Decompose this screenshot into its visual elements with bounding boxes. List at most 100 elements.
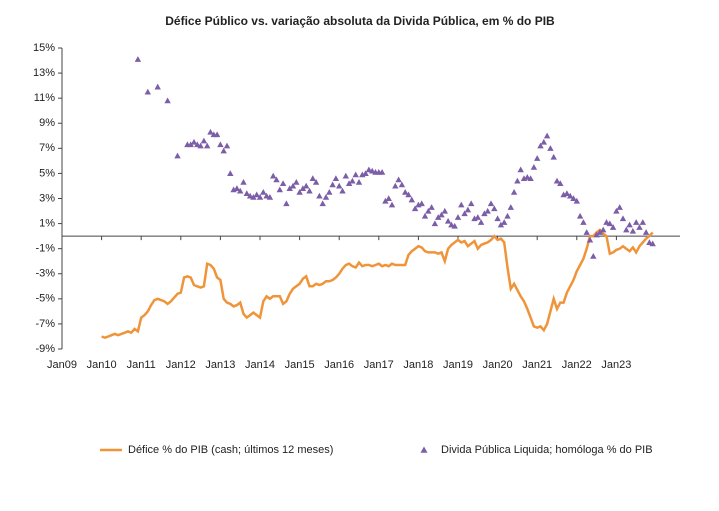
x-tick-label: Jan14 (245, 359, 275, 371)
data-point (477, 219, 485, 225)
legend-label: Défice % do PIB (cash; últimos 12 meses) (128, 444, 333, 456)
x-tick-label: Jan22 (562, 359, 592, 371)
data-point (507, 204, 514, 210)
data-point (451, 222, 458, 229)
data-point (636, 224, 643, 230)
data-point (590, 252, 597, 259)
data-point (557, 180, 564, 187)
data-point (204, 142, 211, 149)
data-point (527, 175, 534, 181)
data-point (510, 189, 518, 195)
data-point (200, 137, 208, 144)
data-point (217, 141, 224, 148)
x-tick-label: Jan19 (443, 359, 473, 371)
data-point (220, 147, 227, 154)
data-point (273, 176, 280, 183)
data-point (649, 240, 656, 247)
data-point (454, 214, 462, 220)
data-point (580, 219, 587, 225)
y-tick-label: 15% (33, 42, 55, 54)
data-point (583, 229, 590, 235)
data-point (253, 191, 260, 198)
data-point (593, 231, 600, 238)
data-point (547, 145, 554, 151)
y-tick-label: 7% (39, 142, 55, 154)
data-point (613, 207, 620, 214)
data-point (428, 204, 435, 210)
x-tick-label: Jan20 (483, 359, 513, 371)
data-point (385, 195, 392, 202)
data-point (187, 141, 194, 148)
data-point (316, 192, 323, 199)
data-point (233, 185, 241, 192)
data-point (319, 200, 326, 207)
data-point (293, 178, 300, 185)
data-point (468, 200, 475, 207)
data-point (563, 190, 571, 197)
data-point (441, 207, 448, 214)
data-point (339, 187, 346, 194)
x-tick-label: Jan10 (87, 359, 117, 371)
data-point (362, 170, 369, 176)
data-point (329, 181, 336, 188)
data-point (283, 200, 290, 207)
data-point (306, 187, 313, 194)
data-point (540, 138, 547, 145)
x-tick-label: Jan09 (47, 359, 77, 371)
data-point (345, 180, 353, 187)
x-tick-label: Jan15 (285, 359, 315, 371)
data-point (352, 171, 359, 178)
y-tick-label: 13% (33, 67, 55, 79)
data-point (464, 206, 472, 213)
data-point (378, 168, 386, 175)
data-point (494, 215, 501, 222)
data-point (550, 153, 557, 160)
data-point (626, 221, 633, 228)
data-point (144, 88, 151, 95)
data-point (342, 172, 349, 179)
data-point (312, 178, 320, 185)
data-point (382, 197, 389, 204)
data-point (570, 195, 577, 202)
data-point (395, 176, 402, 183)
data-point (349, 177, 356, 184)
data-point (336, 182, 343, 189)
data-point (270, 172, 277, 179)
y-tick-label: 9% (39, 117, 55, 129)
y-tick-label: -3% (35, 268, 55, 280)
data-point (260, 189, 267, 195)
data-point (514, 177, 521, 184)
data-point (408, 196, 415, 203)
data-point (461, 210, 468, 217)
y-tick-label: -5% (35, 293, 55, 305)
data-point (642, 229, 650, 235)
data-point (497, 221, 505, 228)
data-point (534, 155, 541, 161)
y-tick-label: -1% (35, 243, 55, 255)
data-point (134, 56, 142, 62)
data-point (623, 226, 630, 233)
data-point (164, 97, 171, 104)
data-point (425, 207, 432, 214)
data-point (567, 192, 574, 199)
data-point (576, 212, 584, 219)
x-tick-label: Jan16 (324, 359, 354, 371)
data-point (332, 175, 340, 181)
data-point (398, 181, 406, 188)
data-point (421, 212, 429, 219)
legend-label: Divida Pública Liquida; homóloga % do PI… (441, 444, 653, 456)
x-tick-label: Jan12 (166, 359, 196, 371)
data-point (609, 224, 617, 230)
data-point (322, 194, 330, 200)
data-point (266, 194, 274, 200)
y-tick-label: -7% (35, 318, 55, 330)
data-point (256, 194, 264, 200)
data-point (197, 142, 204, 149)
x-tick-label: Jan18 (403, 359, 433, 371)
data-point (619, 215, 627, 222)
data-point (392, 182, 399, 189)
data-point (240, 178, 247, 185)
data-point (289, 182, 297, 189)
data-point (154, 83, 161, 90)
